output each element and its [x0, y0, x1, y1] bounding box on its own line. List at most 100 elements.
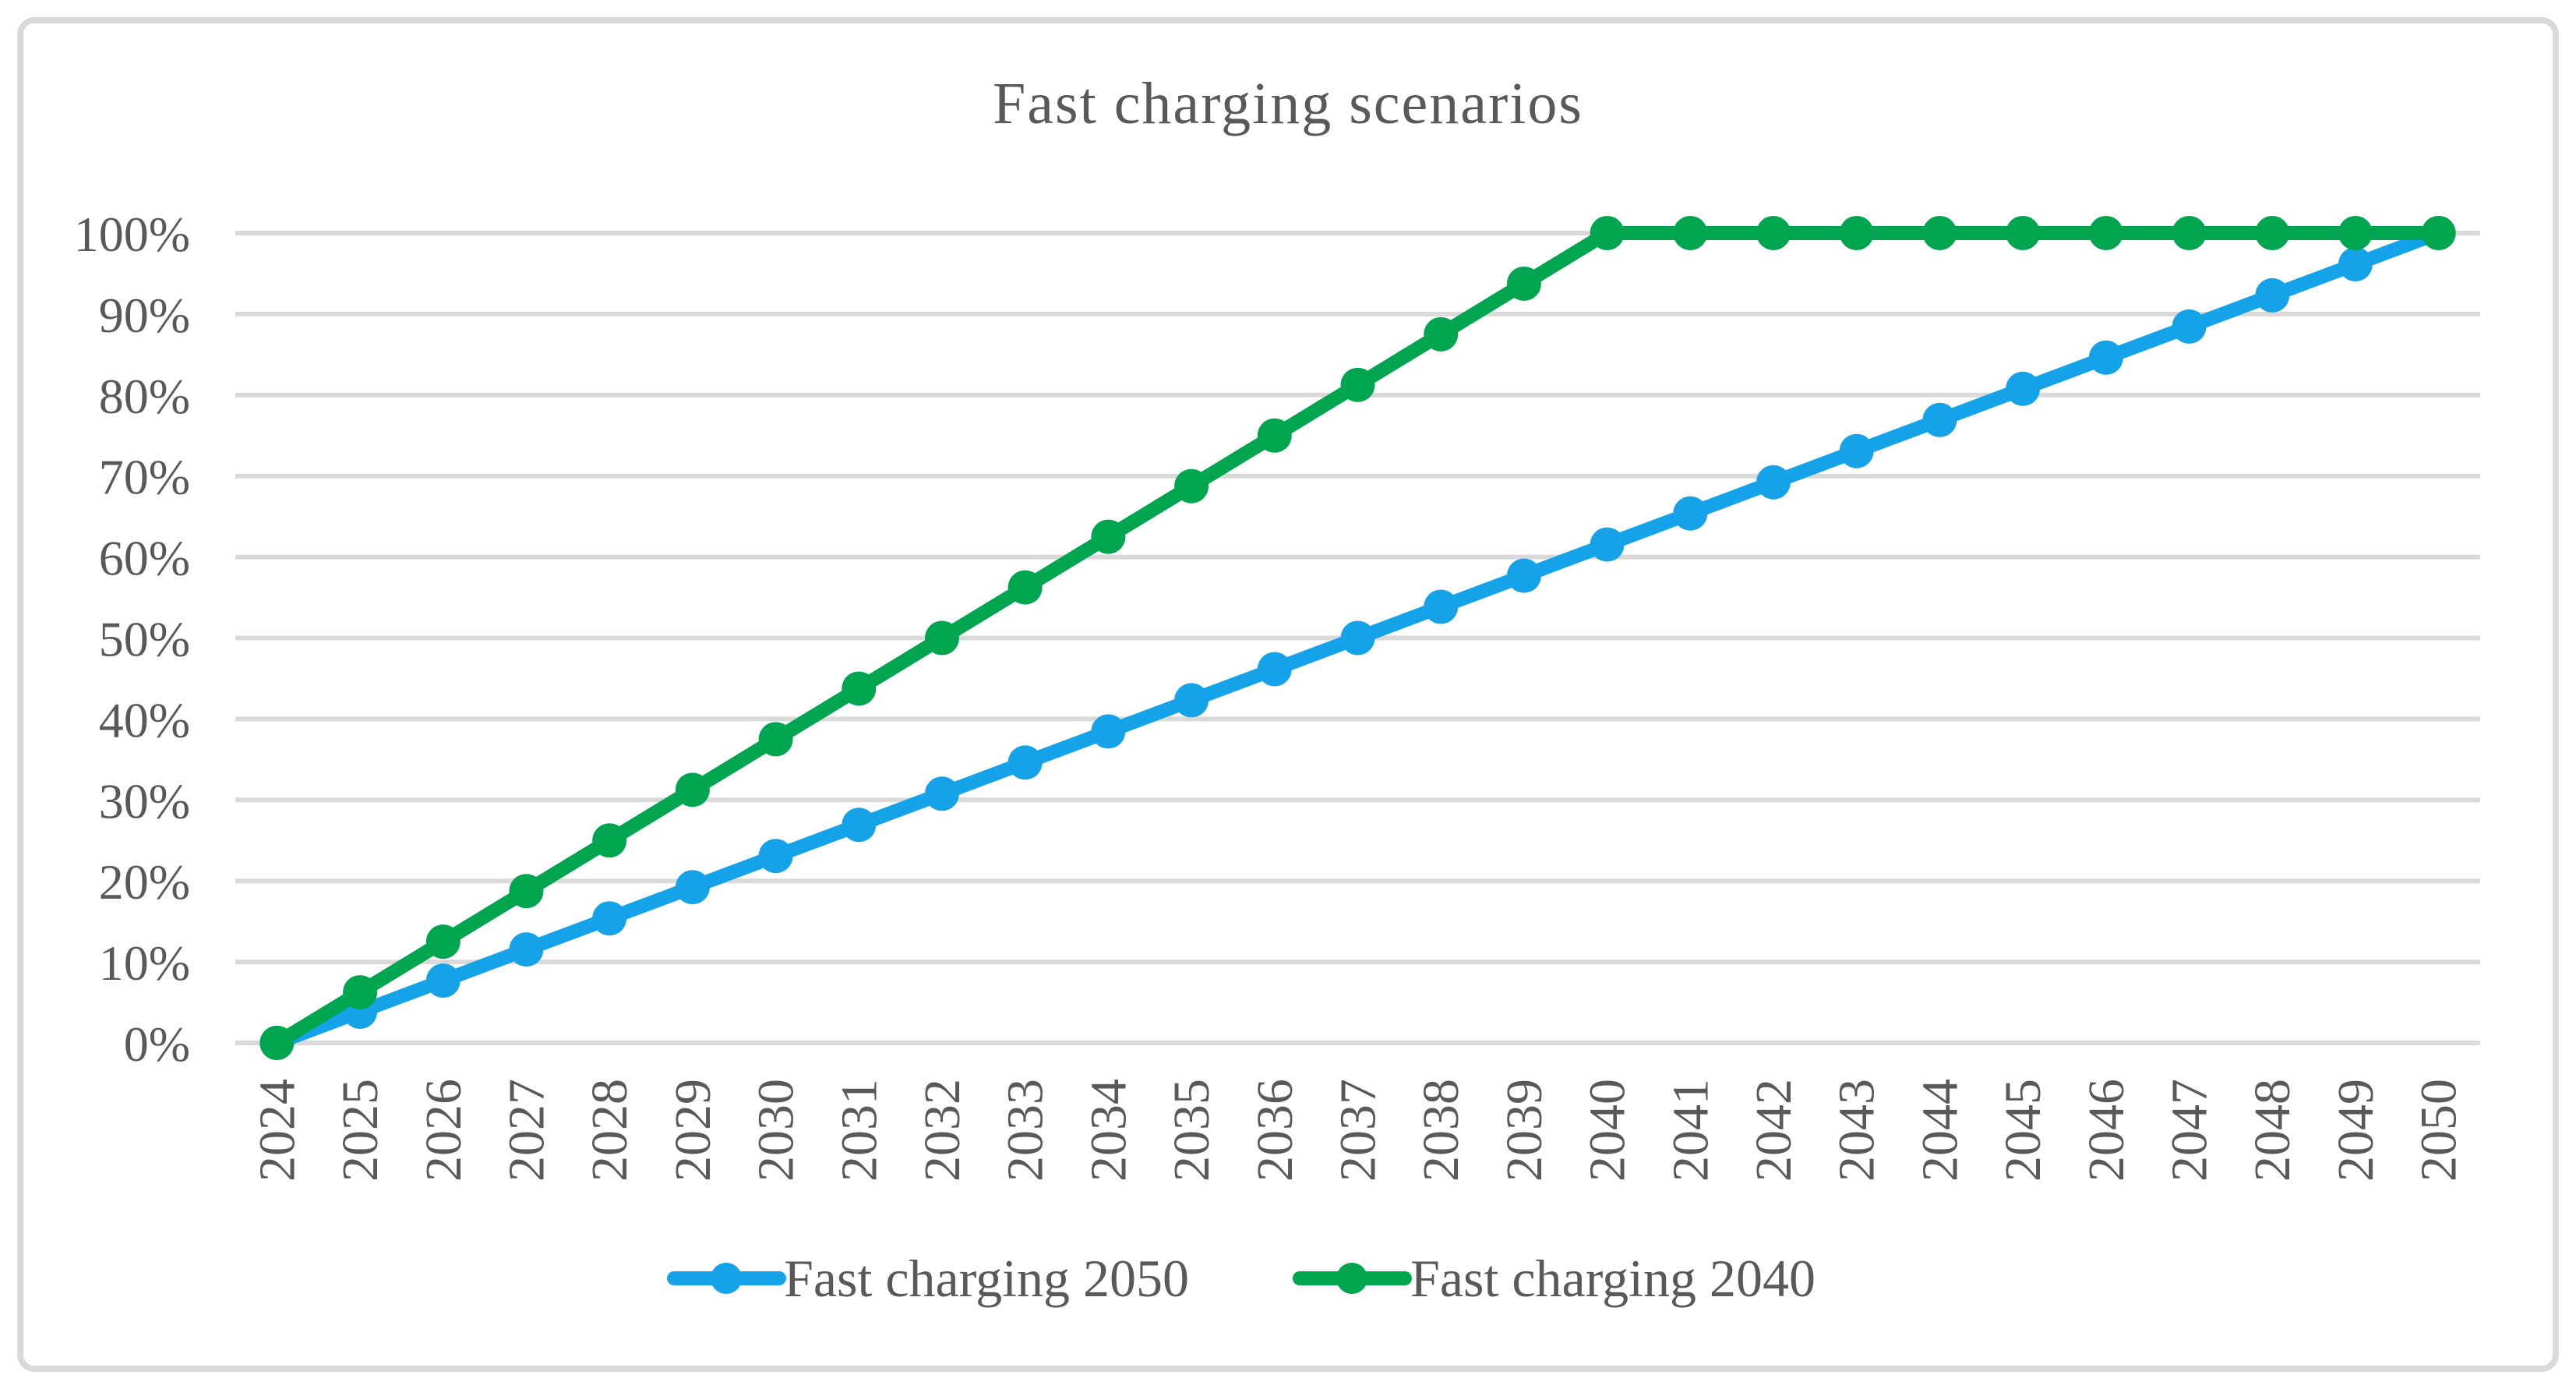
data-point-marker: [2172, 216, 2207, 250]
data-point-marker: [1506, 266, 1541, 301]
data-point-marker: [2172, 309, 2207, 344]
data-point-marker: [1340, 367, 1375, 402]
data-point-marker: [343, 975, 378, 1010]
data-point-marker: [592, 823, 627, 858]
data-point-marker: [2255, 216, 2290, 250]
x-tick-label: 2024: [249, 1079, 305, 1182]
y-tick-label: 20%: [99, 854, 190, 910]
data-point-marker: [842, 808, 877, 843]
data-point-marker: [1007, 745, 1043, 780]
x-tick-label: 2039: [1496, 1079, 1553, 1182]
x-tick-label: 2027: [498, 1079, 555, 1182]
data-point-marker: [1340, 620, 1375, 656]
x-tick-label: 2038: [1413, 1079, 1470, 1182]
legend-label-fast-charging-2040: Fast charging 2040: [1410, 1249, 1816, 1308]
data-point-marker: [924, 620, 959, 656]
legend: Fast charging 2050 Fast charging 2040: [667, 1249, 1816, 1308]
x-tick-label: 2046: [2078, 1079, 2135, 1182]
chart-title: Fast charging scenarios: [993, 71, 1583, 136]
y-tick-label: 50%: [99, 612, 190, 667]
data-point-marker: [259, 1026, 295, 1060]
data-point-marker: [2006, 216, 2041, 250]
y-tick-label: 70%: [99, 450, 190, 505]
data-point-marker: [2338, 247, 2373, 282]
data-point-marker: [1673, 216, 1708, 250]
data-point-marker: [675, 772, 710, 808]
x-tick-label: 2036: [1247, 1079, 1304, 1182]
data-point-marker: [2006, 371, 2041, 406]
x-tick-label: 2050: [2411, 1079, 2468, 1182]
series-group: [259, 216, 2456, 1060]
x-tick-label: 2040: [1579, 1079, 1636, 1182]
data-point-marker: [1839, 433, 1874, 468]
x-tick-label: 2041: [1662, 1079, 1719, 1182]
x-tick-label: 2049: [2327, 1079, 2384, 1182]
x-tick-label: 2031: [831, 1079, 887, 1182]
x-tick-label: 2048: [2244, 1079, 2301, 1182]
x-tick-label: 2025: [332, 1079, 389, 1182]
data-point-marker: [509, 874, 544, 909]
data-point-marker: [1839, 216, 1874, 250]
data-point-marker: [1424, 316, 1459, 352]
data-point-marker: [1506, 558, 1541, 593]
data-point-marker: [1756, 465, 1791, 500]
data-point-marker: [1007, 570, 1043, 605]
figure-border: [17, 17, 2559, 1372]
data-point-marker: [924, 776, 959, 811]
x-tick-label: 2033: [997, 1079, 1054, 1182]
x-tick-label: 2044: [1911, 1079, 1968, 1182]
data-point-marker: [1174, 683, 1209, 718]
y-tick-label: 10%: [99, 935, 190, 991]
x-tick-label: 2035: [1163, 1079, 1220, 1182]
x-tick-label: 2045: [1995, 1079, 2052, 1182]
data-point-marker: [1257, 418, 1292, 453]
data-point-marker: [1174, 468, 1209, 504]
data-point-marker: [1424, 589, 1459, 624]
x-tick-label: 2030: [748, 1079, 805, 1182]
data-point-marker: [1673, 496, 1708, 531]
y-tick-label: 80%: [99, 369, 190, 424]
x-tick-label: 2034: [1080, 1079, 1137, 1182]
x-tick-label: 2037: [1330, 1079, 1387, 1182]
data-point-marker: [425, 924, 461, 960]
legend-item-fast-charging-2040: Fast charging 2040: [1293, 1249, 1816, 1308]
data-point-marker: [1091, 519, 1126, 554]
data-point-marker: [1922, 402, 1957, 437]
data-point-marker: [2421, 216, 2456, 250]
y-tick-label: 0%: [124, 1016, 190, 1072]
data-point-marker: [1257, 652, 1292, 687]
data-point-marker: [425, 963, 461, 998]
y-tick-label: 60%: [99, 531, 190, 586]
y-tick-label: 30%: [99, 773, 190, 829]
x-tick-label: 2042: [1745, 1079, 1802, 1182]
x-tick-label: 2028: [581, 1079, 638, 1182]
y-tick-label: 40%: [99, 692, 190, 748]
data-point-marker: [2255, 277, 2290, 313]
legend-label-fast-charging-2050: Fast charging 2050: [784, 1249, 1189, 1308]
legend-marker-icon-green: [1336, 1263, 1367, 1294]
data-point-marker: [758, 722, 793, 757]
data-point-marker: [1590, 216, 1625, 250]
data-point-marker: [758, 839, 793, 874]
x-tick-label: 2026: [415, 1079, 472, 1182]
x-tick-label: 2047: [2161, 1079, 2218, 1182]
x-tick-label: 2029: [665, 1079, 722, 1182]
data-point-marker: [1756, 216, 1791, 250]
data-point-marker: [842, 671, 877, 706]
data-point-marker: [675, 870, 710, 905]
data-point-marker: [2088, 216, 2123, 250]
data-point-marker: [2338, 216, 2373, 250]
y-tick-label: 100%: [74, 207, 190, 262]
data-point-marker: [592, 901, 627, 936]
data-point-marker: [2088, 340, 2123, 375]
legend-marker-icon-blue: [711, 1263, 742, 1294]
data-point-marker: [1922, 216, 1957, 250]
x-axis-labels-group: 2024 2025 2026 2027 2028 2029 2030 2031 2032 2033…: [249, 1079, 2467, 1182]
legend-item-fast-charging-2050: Fast charging 2050: [667, 1249, 1189, 1308]
data-point-marker: [509, 932, 544, 967]
y-axis-labels-group: 0% 10% 20% 30% 40% 50% 60% 70% 80% 90% 100%: [74, 207, 190, 1072]
data-point-marker: [1091, 714, 1126, 749]
y-tick-label: 90%: [99, 288, 190, 343]
